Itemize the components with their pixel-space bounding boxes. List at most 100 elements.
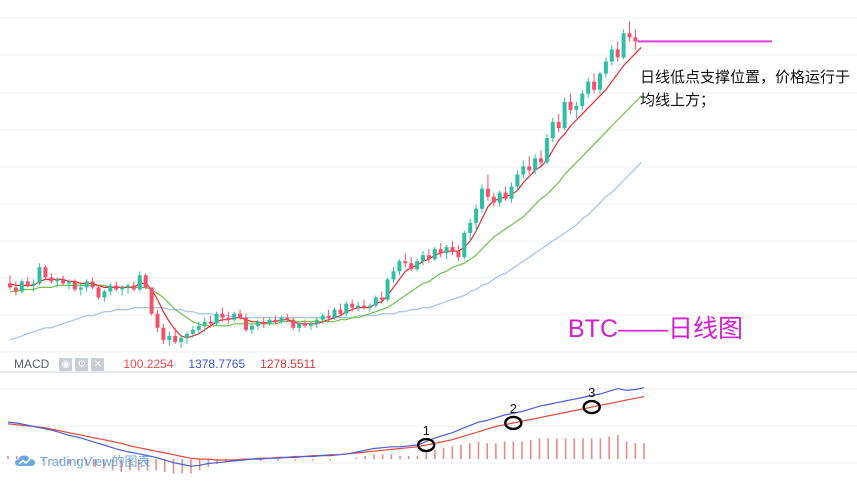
- candle-body-36: [220, 313, 225, 318]
- candle-body-46: [279, 317, 284, 322]
- candle-body-59: [356, 305, 361, 308]
- candle-body-92: [550, 122, 555, 139]
- marker-label-2: 2: [510, 401, 517, 416]
- candle-body-49: [297, 323, 302, 328]
- candle-body-29: [179, 337, 184, 342]
- candle-body-52: [314, 319, 319, 324]
- candle-body-31: [190, 329, 195, 334]
- candle-body-79: [474, 208, 479, 223]
- candle-body-76: [456, 251, 461, 258]
- candle-body-32: [196, 325, 201, 330]
- candle-body-43: [261, 321, 266, 324]
- candle-body-30: [185, 333, 189, 338]
- candle-body-84: [503, 192, 508, 199]
- candle-body-3: [25, 281, 30, 286]
- macd-hist-value: 100.2254: [123, 357, 174, 371]
- eye-icon[interactable]: ◉: [59, 357, 73, 371]
- candle-body-42: [255, 321, 260, 326]
- candle-body-100: [598, 73, 602, 90]
- candle-body-39: [238, 313, 243, 318]
- candle-body-33: [202, 321, 207, 326]
- candle-body-97: [580, 93, 585, 106]
- candle-body-9: [61, 279, 66, 284]
- candle-body-102: [609, 49, 614, 62]
- candle-body-95: [568, 101, 573, 110]
- candle-body-82: [491, 196, 496, 203]
- candle-body-1: [13, 287, 18, 292]
- candle-body-20: [126, 285, 130, 288]
- candle-body-5: [37, 267, 42, 284]
- candle-body-54: [326, 315, 331, 318]
- candle-body-40: [244, 317, 248, 330]
- candle-body-10: [67, 281, 71, 284]
- signal-line-value: 1278.5511: [260, 357, 316, 371]
- candle-body-4: [31, 283, 36, 286]
- candle-body-12: [78, 287, 83, 290]
- candle-body-67: [403, 261, 408, 264]
- ma-long-line: [9, 161, 642, 341]
- macd-label: MACD: [14, 357, 50, 371]
- gear-icon[interactable]: ⚙: [75, 357, 89, 371]
- candle-body-25: [155, 313, 160, 328]
- close-icon[interactable]: ✕: [91, 357, 105, 371]
- candle-body-19: [120, 287, 125, 290]
- candle-body-106: [633, 37, 638, 42]
- candle-body-89: [533, 158, 538, 171]
- tradingview-watermark: TradingView的图表: [14, 451, 151, 470]
- candle-body-56: [338, 309, 343, 314]
- candle-body-63: [379, 297, 384, 300]
- candle-body-41: [249, 325, 254, 330]
- candle-body-66: [397, 261, 402, 272]
- marker-ellipse-2: [504, 415, 523, 431]
- candle-body-16: [102, 291, 107, 298]
- candle-body-90: [539, 158, 543, 163]
- candle-body-34: [208, 321, 213, 324]
- candle-body-44: [267, 319, 272, 324]
- candle-body-73: [438, 249, 443, 254]
- candle-body-99: [592, 81, 597, 90]
- candle-body-91: [544, 138, 549, 163]
- marker-label-3: 3: [588, 385, 595, 400]
- marker-ellipse-3: [582, 399, 601, 415]
- candle-body-11: [72, 281, 77, 290]
- marker-ellipse-1: [416, 437, 436, 453]
- candle-body-98: [586, 81, 591, 94]
- candle-body-103: [615, 49, 620, 58]
- tradingview-cloud-icon: [15, 455, 35, 466]
- candle-body-45: [273, 319, 278, 322]
- candle-body-51: [308, 323, 313, 326]
- candle-body-6: [43, 267, 48, 278]
- candle-body-71: [426, 255, 431, 260]
- watermark-text: TradingView的图表: [40, 454, 151, 469]
- candle-body-87: [521, 166, 526, 175]
- candle-body-14: [90, 281, 95, 288]
- candle-body-23: [143, 275, 148, 288]
- candle-body-21: [131, 285, 136, 290]
- candle-body-77: [462, 232, 467, 258]
- candle-body-53: [320, 315, 325, 320]
- candle-body-47: [285, 317, 290, 320]
- candle-body-70: [421, 255, 425, 262]
- candle-body-93: [556, 122, 561, 129]
- candle-body-22: [137, 275, 142, 290]
- candle-body-8: [55, 279, 60, 282]
- candle-body-105: [627, 33, 632, 38]
- candle-body-17: [108, 285, 113, 292]
- candle-body-62: [373, 297, 378, 306]
- candle-body-78: [468, 222, 473, 233]
- candle-body-48: [291, 319, 296, 328]
- candle-body-80: [480, 188, 484, 209]
- candle-body-81: [485, 188, 490, 197]
- candle-body-64: [385, 279, 390, 300]
- candle-body-83: [497, 192, 502, 203]
- marker-label-1: 1: [423, 423, 430, 438]
- candle-body-94: [562, 101, 567, 129]
- candle-body-60: [362, 305, 366, 308]
- candle-body-65: [391, 271, 396, 280]
- candle-body-38: [232, 313, 237, 320]
- candle-body-88: [527, 166, 532, 171]
- candle-body-68: [409, 263, 414, 270]
- candle-body-27: [167, 335, 172, 340]
